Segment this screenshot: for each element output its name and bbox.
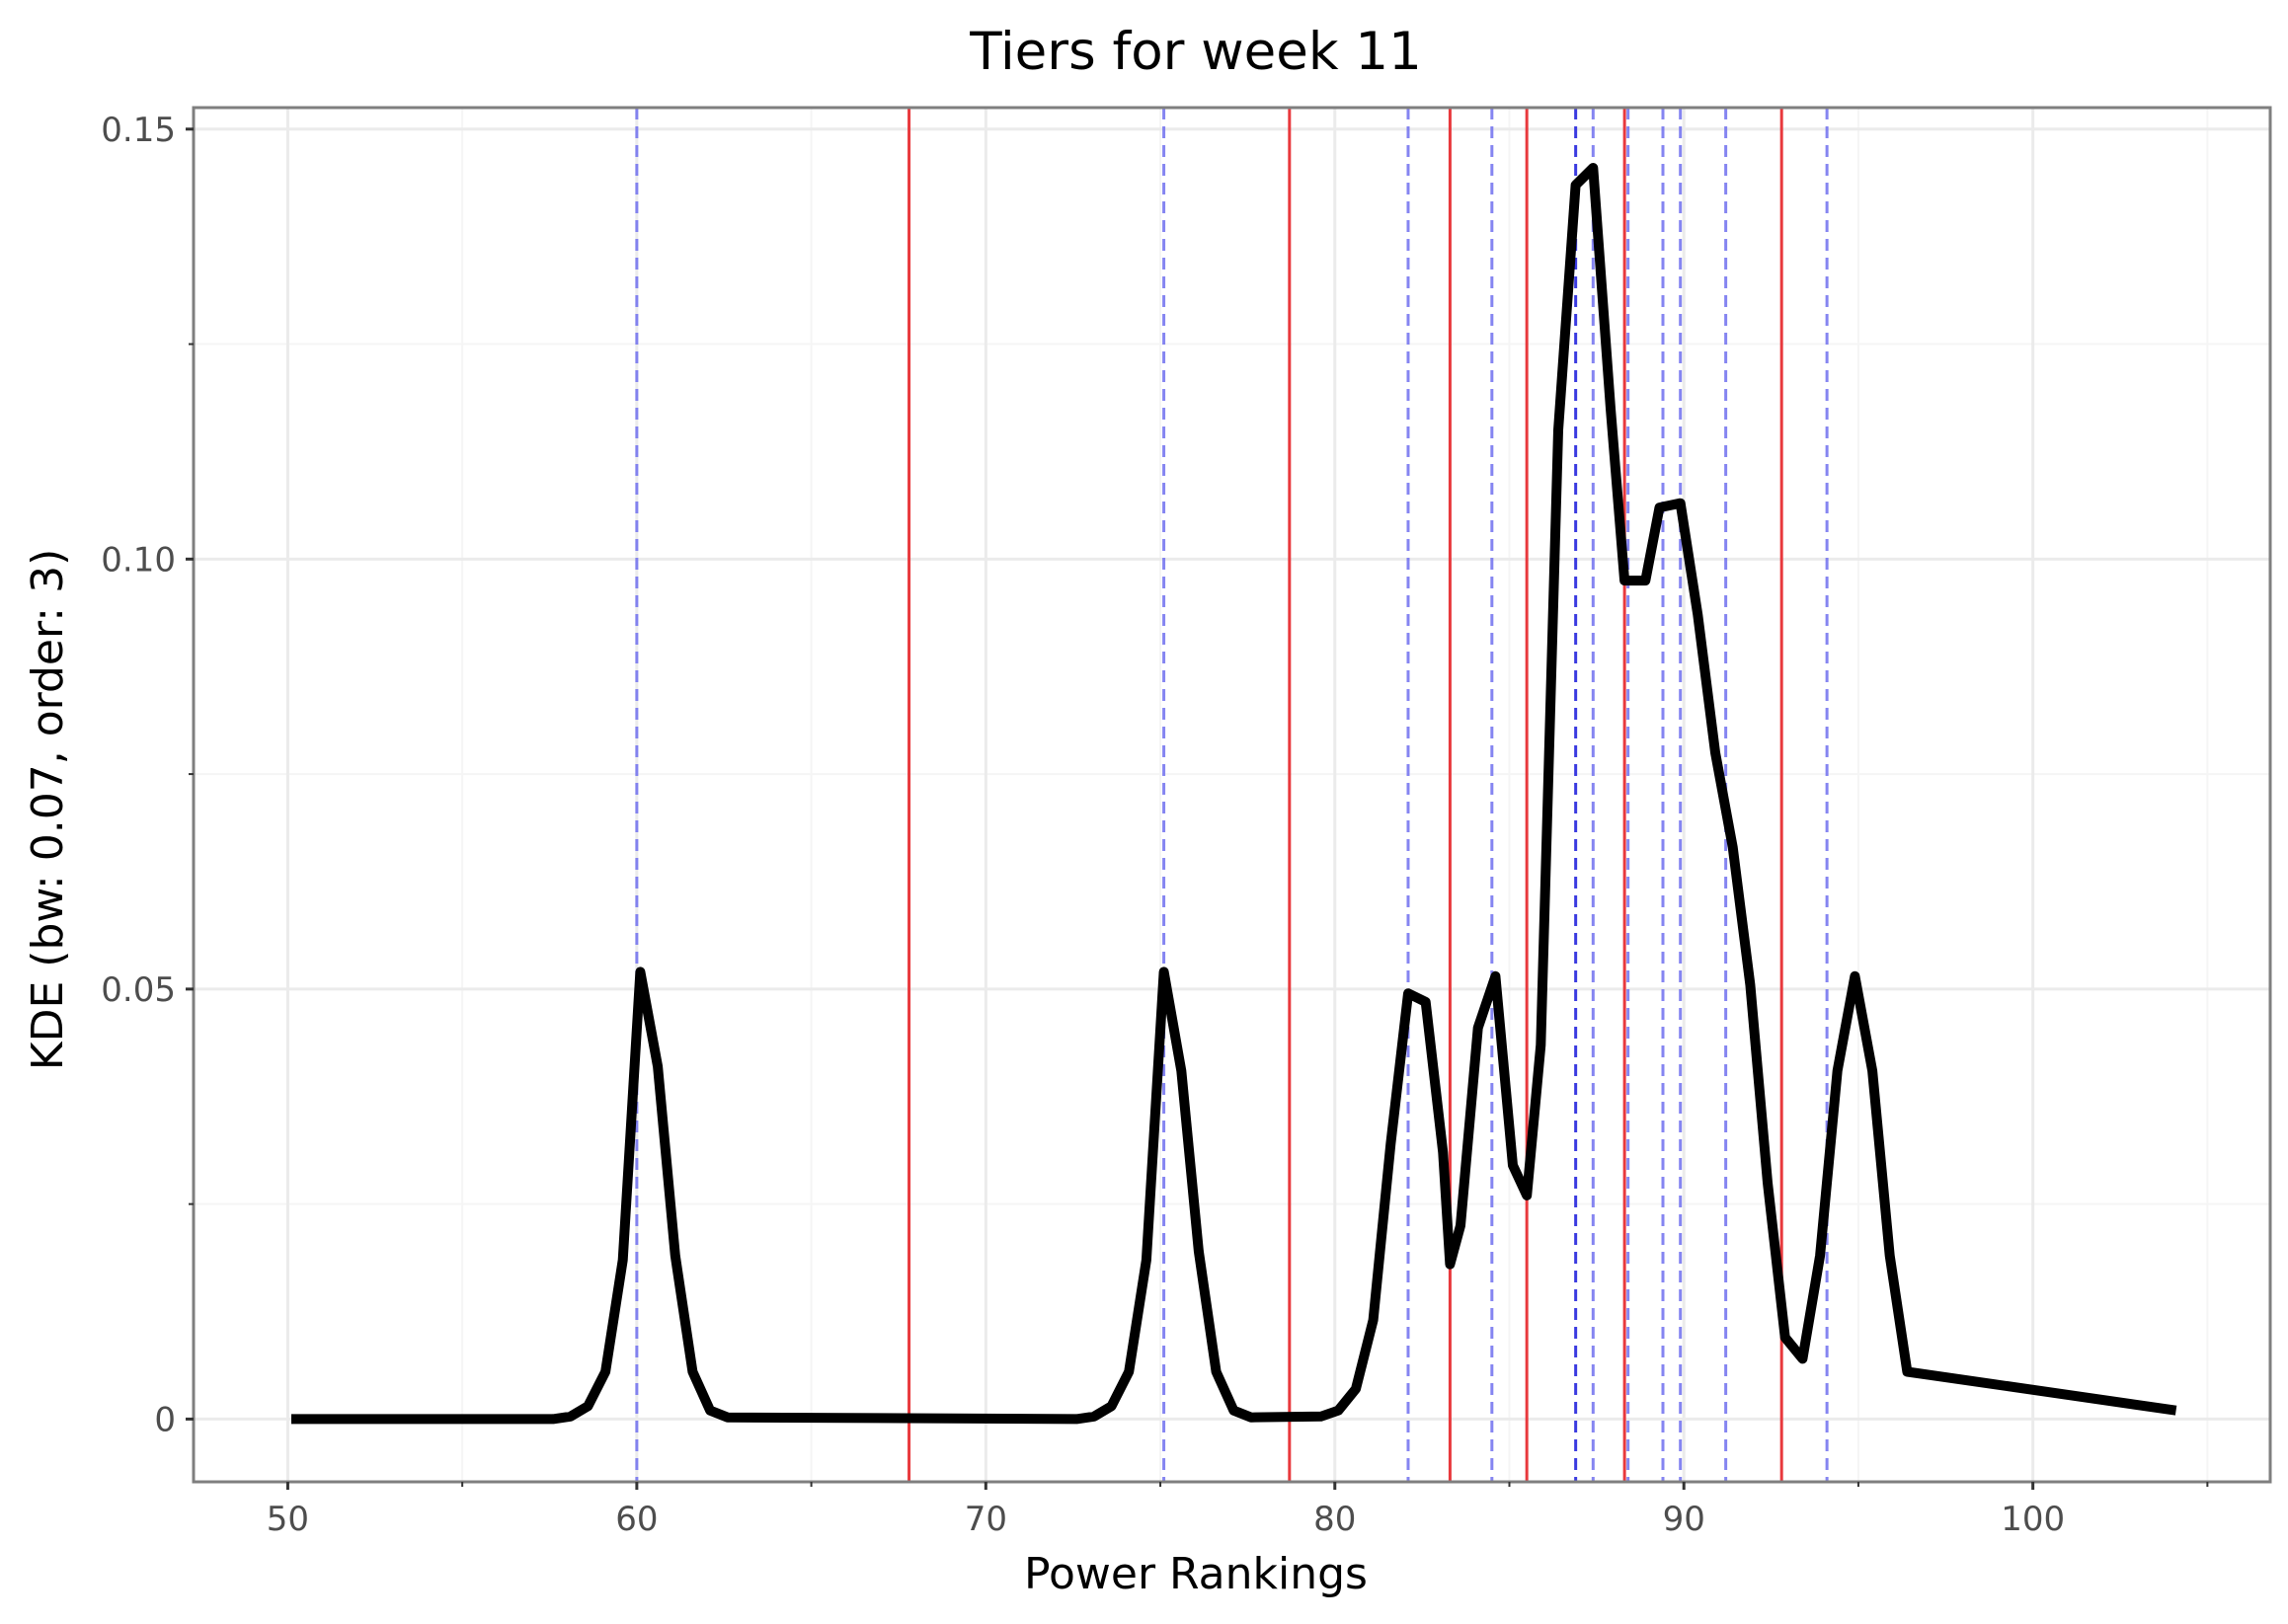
x-tick-label: 90 [1663, 1500, 1705, 1539]
x-tick-label: 100 [2001, 1500, 2065, 1539]
x-axis-ticks: 50 60 70 80 90 100 [267, 1482, 2209, 1539]
y-tick-label: 0.05 [101, 970, 176, 1010]
y-tick-label: 0.10 [101, 540, 176, 580]
minor-gridlines [194, 108, 2270, 1482]
team-marker-lines [635, 108, 1829, 1482]
y-axis-ticks: 0 0.05 0.10 0.15 [101, 111, 194, 1439]
x-axis-title: Power Rankings [1024, 1549, 1368, 1599]
x-tick-label: 80 [1313, 1500, 1356, 1539]
chart-title: Tiers for week 11 [969, 22, 1422, 82]
x-tick-label: 50 [267, 1500, 309, 1539]
plot-panel-border [192, 106, 2272, 1484]
y-tick-label: 0.15 [101, 111, 176, 150]
x-tick-label: 60 [615, 1500, 658, 1539]
kde-series [291, 163, 2177, 1425]
x-tick-label: 70 [965, 1500, 1007, 1539]
y-axis-title: KDE (bw: 0.07, order: 3) [23, 549, 73, 1070]
y-tick-label: 0 [154, 1400, 176, 1439]
kde-line [291, 163, 2177, 1425]
